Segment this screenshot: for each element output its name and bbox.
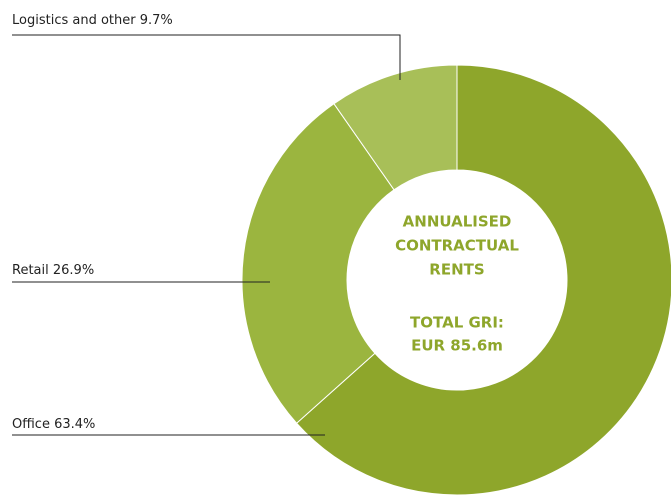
leader-line: [12, 34, 401, 80]
data-label: Office 63.4%: [12, 417, 95, 432]
center-title: RENTS: [429, 261, 484, 279]
donut-segment: [241, 103, 395, 424]
center-title: CONTRACTUAL: [395, 237, 519, 255]
center-subtitle: TOTAL GRI:: [410, 314, 504, 332]
category-name: Retail: [12, 263, 49, 278]
donut-segment: [333, 64, 458, 191]
center-title: ANNUALISED: [403, 213, 512, 231]
category-name: Office: [12, 417, 50, 432]
data-label: Logistics and other 9.7%: [12, 13, 173, 28]
donut-segment: [295, 64, 671, 496]
center-subtitle: EUR 85.6m: [411, 337, 503, 355]
data-label: Retail 26.9%: [12, 263, 94, 278]
category-name: Logistics and other: [12, 13, 136, 28]
value-label: 63.4%: [54, 417, 95, 432]
value-label: 26.9%: [53, 263, 94, 278]
value-label: 9.7%: [140, 13, 173, 28]
